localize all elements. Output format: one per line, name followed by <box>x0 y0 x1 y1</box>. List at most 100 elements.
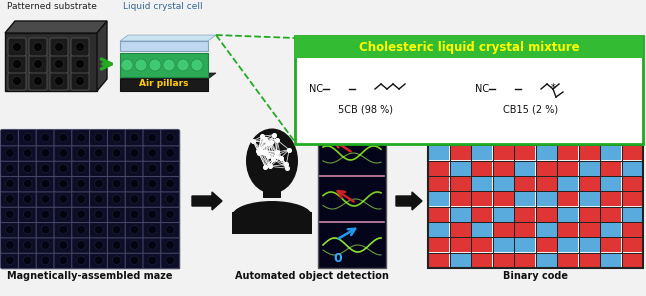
Bar <box>536 161 556 176</box>
FancyBboxPatch shape <box>161 176 180 192</box>
Bar <box>428 253 449 268</box>
Bar <box>295 36 643 58</box>
Circle shape <box>34 76 43 86</box>
Bar <box>471 237 492 253</box>
Circle shape <box>23 149 32 157</box>
Circle shape <box>112 133 121 142</box>
Bar <box>450 146 470 160</box>
Bar <box>536 130 557 145</box>
Point <box>271 150 282 155</box>
Circle shape <box>54 59 63 68</box>
Circle shape <box>54 76 63 86</box>
Circle shape <box>12 43 21 52</box>
Text: Air pillars: Air pillars <box>140 78 189 88</box>
Bar <box>536 207 557 222</box>
FancyBboxPatch shape <box>18 206 37 223</box>
Circle shape <box>166 133 174 142</box>
FancyBboxPatch shape <box>143 160 162 177</box>
Bar <box>428 253 450 268</box>
FancyBboxPatch shape <box>107 145 126 161</box>
FancyBboxPatch shape <box>72 145 90 161</box>
FancyBboxPatch shape <box>143 176 162 192</box>
FancyBboxPatch shape <box>1 160 19 177</box>
Bar <box>557 253 578 268</box>
Bar <box>428 238 449 252</box>
Bar <box>536 207 556 221</box>
Bar <box>536 131 556 145</box>
Bar <box>621 176 643 191</box>
Bar <box>428 130 450 145</box>
Bar <box>263 178 281 198</box>
Point <box>256 149 266 153</box>
Text: CB15 (2 %): CB15 (2 %) <box>503 104 559 114</box>
Circle shape <box>6 195 14 203</box>
FancyBboxPatch shape <box>29 55 47 73</box>
Bar <box>428 145 450 161</box>
Bar <box>622 131 643 145</box>
Bar <box>622 192 643 206</box>
Bar <box>621 161 643 176</box>
Circle shape <box>148 195 156 203</box>
Circle shape <box>130 256 139 265</box>
Text: NC: NC <box>475 84 489 94</box>
Bar <box>120 41 208 51</box>
FancyBboxPatch shape <box>161 206 180 223</box>
FancyBboxPatch shape <box>18 252 37 268</box>
Bar <box>514 176 535 191</box>
Bar <box>492 191 514 207</box>
FancyBboxPatch shape <box>1 145 19 161</box>
FancyBboxPatch shape <box>50 38 68 56</box>
Bar <box>601 131 621 145</box>
Bar <box>514 192 535 206</box>
Bar <box>471 191 492 207</box>
Point <box>260 164 271 169</box>
FancyBboxPatch shape <box>54 206 72 223</box>
Circle shape <box>112 241 121 249</box>
Circle shape <box>76 43 85 52</box>
Circle shape <box>77 225 85 234</box>
Circle shape <box>148 133 156 142</box>
Bar <box>579 131 599 145</box>
Circle shape <box>12 59 21 68</box>
Bar <box>450 161 470 176</box>
Circle shape <box>112 195 121 203</box>
FancyBboxPatch shape <box>1 237 19 253</box>
Polygon shape <box>120 73 216 79</box>
Bar <box>450 223 470 237</box>
FancyBboxPatch shape <box>143 237 162 253</box>
Bar <box>579 145 600 161</box>
Bar <box>601 207 621 221</box>
Circle shape <box>166 256 174 265</box>
Bar <box>450 161 471 176</box>
FancyBboxPatch shape <box>36 252 55 268</box>
Bar <box>622 207 643 221</box>
Circle shape <box>6 225 14 234</box>
Bar <box>601 192 621 206</box>
Bar <box>557 176 578 191</box>
Bar <box>472 207 492 221</box>
Bar <box>450 176 471 191</box>
Bar <box>579 176 599 191</box>
FancyBboxPatch shape <box>29 72 47 90</box>
Bar <box>536 238 556 252</box>
Bar <box>472 146 492 160</box>
Bar <box>428 207 450 222</box>
Bar <box>579 238 599 252</box>
FancyBboxPatch shape <box>72 206 90 223</box>
FancyBboxPatch shape <box>125 237 144 253</box>
Bar <box>471 253 492 268</box>
FancyBboxPatch shape <box>125 145 144 161</box>
Circle shape <box>94 149 103 157</box>
FancyBboxPatch shape <box>143 252 162 268</box>
Circle shape <box>94 210 103 219</box>
Bar <box>514 207 535 221</box>
Bar <box>601 161 621 176</box>
Circle shape <box>59 195 68 203</box>
Point <box>256 134 267 139</box>
Point <box>284 147 295 152</box>
Circle shape <box>41 164 50 173</box>
FancyBboxPatch shape <box>90 221 109 238</box>
Circle shape <box>77 241 85 249</box>
FancyBboxPatch shape <box>36 176 55 192</box>
Bar <box>428 161 450 176</box>
